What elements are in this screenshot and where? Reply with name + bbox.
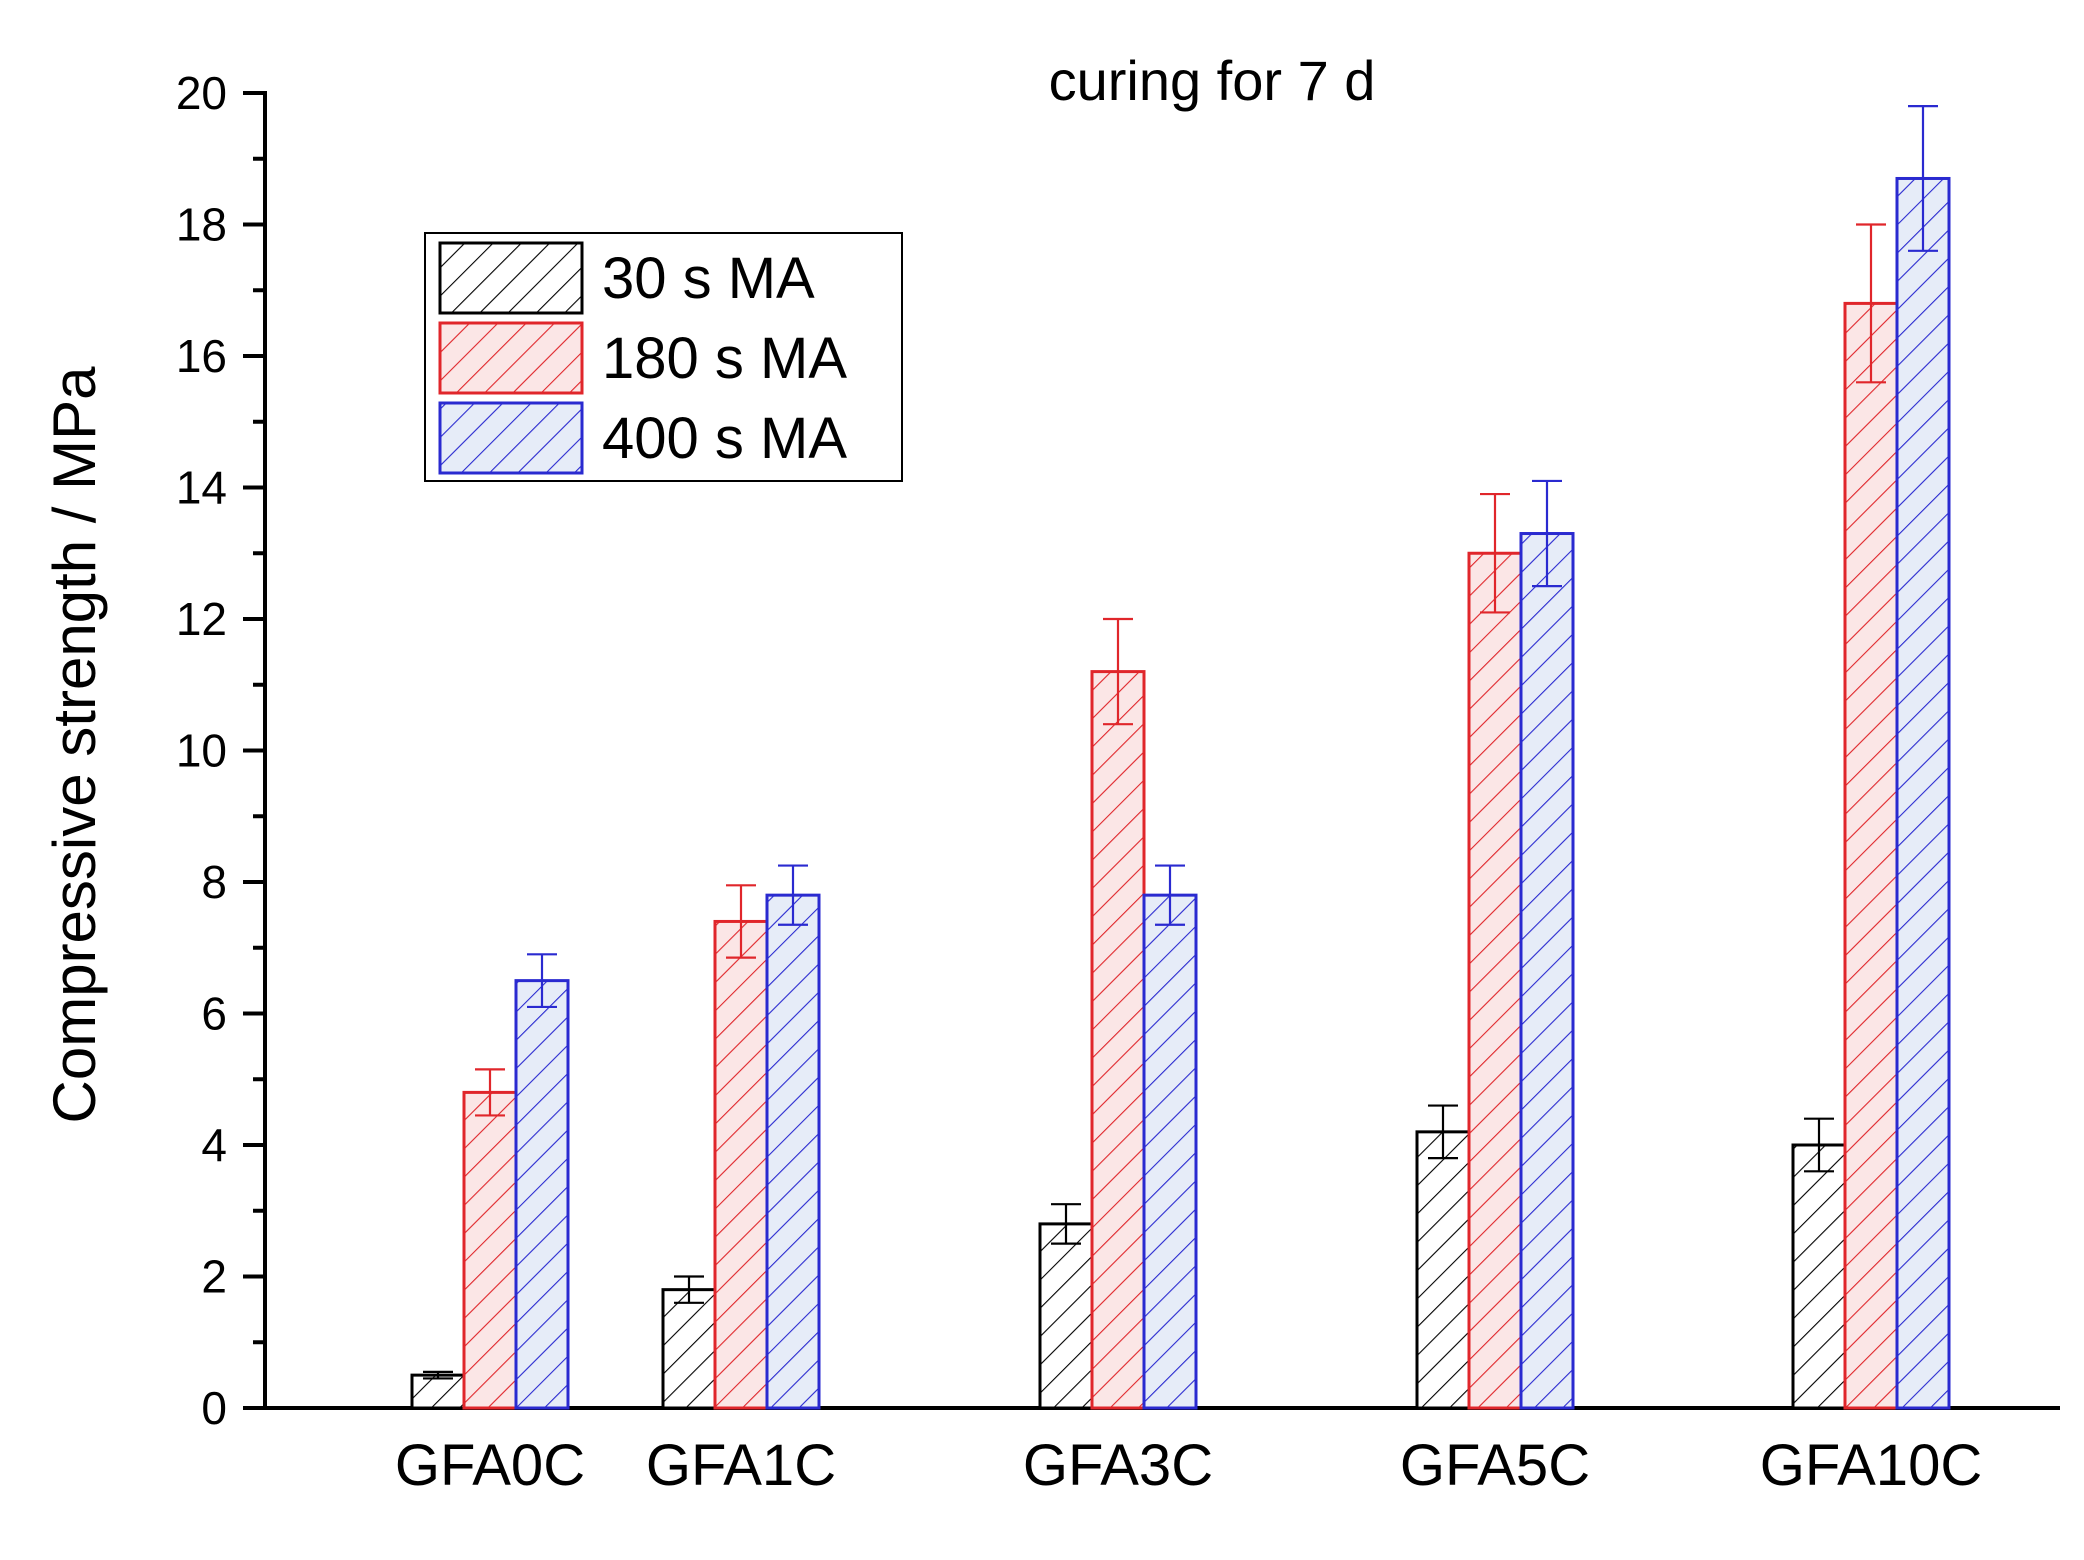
bar — [1467, 551, 1523, 1410]
bar — [1038, 1222, 1094, 1410]
x-tick-label: GFA5C — [1400, 1433, 1590, 1498]
bar — [1415, 1130, 1471, 1410]
bar — [514, 979, 570, 1410]
bar — [410, 1373, 466, 1410]
y-axis-label: Compressive strength / MPa — [41, 366, 108, 1124]
y-ticks: 0 2 4 6 8 10 12 14 16 18 20 — [176, 67, 265, 1434]
legend: 30 s MA 180 s MA 400 s MA — [424, 232, 903, 482]
y-tick-label: 18 — [176, 199, 227, 251]
x-tick-labels: GFA0C GFA1C GFA3C GFA5C GFA10C — [395, 1433, 1982, 1498]
legend-label: 30 s MA — [602, 246, 815, 311]
legend-label: 400 s MA — [602, 406, 847, 471]
bar — [1791, 1143, 1847, 1410]
legend-swatch — [438, 401, 584, 475]
bar — [1090, 670, 1146, 1410]
bar — [1843, 301, 1899, 1410]
bar-group-gfa1c — [661, 864, 821, 1410]
y-tick-label: 8 — [201, 856, 227, 908]
bar — [765, 893, 821, 1410]
y-tick-label: 12 — [176, 593, 227, 645]
bar — [661, 1288, 717, 1410]
x-tick-label: GFA1C — [646, 1433, 836, 1498]
y-tick-label: 10 — [176, 725, 227, 777]
bar — [462, 1090, 518, 1410]
y-tick-label: 6 — [201, 988, 227, 1040]
bar-group-gfa5c — [1415, 479, 1575, 1410]
y-tick-label: 14 — [176, 462, 227, 514]
y-tick-label: 16 — [176, 330, 227, 382]
bar-group-gfa3c — [1038, 617, 1198, 1410]
y-tick-label: 4 — [201, 1119, 227, 1171]
legend-swatch — [438, 241, 584, 315]
bar-group-gfa0c — [410, 953, 570, 1410]
bar — [1519, 532, 1575, 1410]
x-tick-label: GFA10C — [1760, 1433, 1982, 1498]
chart-title: curing for 7 d — [1049, 49, 1376, 112]
y-tick-label: 20 — [176, 67, 227, 119]
bar — [1142, 893, 1198, 1410]
x-tick-label: GFA0C — [395, 1433, 585, 1498]
y-tick-label: 0 — [201, 1382, 227, 1434]
bar — [713, 919, 769, 1410]
legend-swatch — [438, 321, 584, 395]
x-tick-label: GFA3C — [1023, 1433, 1213, 1498]
bars — [410, 105, 1951, 1410]
y-tick-label: 2 — [201, 1251, 227, 1303]
legend-label: 180 s MA — [602, 326, 847, 391]
bar-group-gfa10c — [1791, 105, 1951, 1410]
bar — [1895, 176, 1951, 1410]
